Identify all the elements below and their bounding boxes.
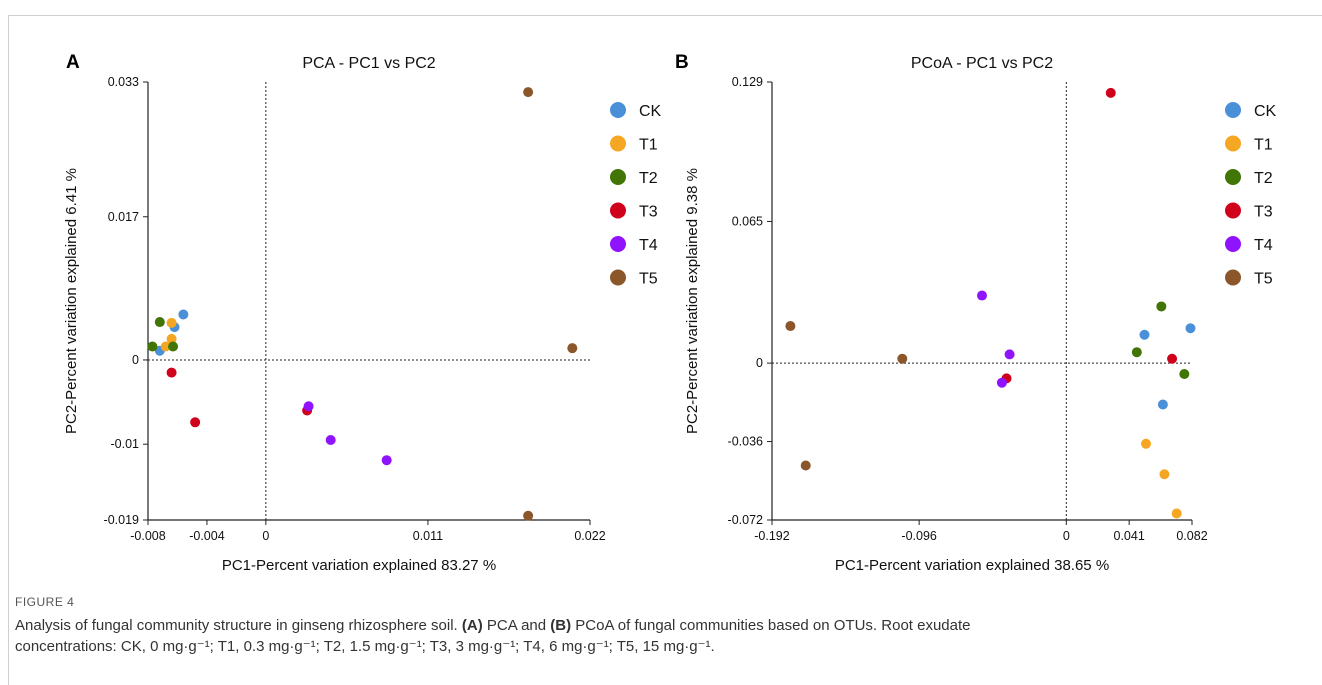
caption-text-intro: Analysis of fungal community structure i… <box>15 617 458 634</box>
legend-marker-t4 <box>610 236 626 252</box>
y-tick-label: -0.01 <box>111 437 140 451</box>
legend-label-t3: T3 <box>1254 204 1273 221</box>
data-point-t5 <box>785 321 796 332</box>
data-point-t2 <box>1179 369 1190 379</box>
panel-letter: B <box>675 52 689 73</box>
legend-marker-t2 <box>610 169 626 185</box>
legend-label-t4: T4 <box>1254 237 1273 254</box>
y-tick-label: -0.036 <box>728 435 763 449</box>
y-tick-label: 0.065 <box>732 214 763 228</box>
data-point-t1 <box>1141 438 1152 449</box>
data-point-t2 <box>1131 347 1142 358</box>
x-tick-label: 0.041 <box>1114 529 1145 543</box>
data-point-t3 <box>166 367 177 378</box>
data-point-t4 <box>381 455 392 466</box>
y-tick-label: 0 <box>132 353 139 367</box>
data-point-t2 <box>147 341 158 352</box>
y-axis-title: PC2-Percent variation explained 6.41 % <box>63 168 80 434</box>
legend-label-ck: CK <box>1254 103 1277 120</box>
legend-marker-ck <box>1225 102 1241 118</box>
chart-title: PCA - PC1 vs PC2 <box>302 55 435 72</box>
x-axis-title: PC1-Percent variation explained 38.65 % <box>835 557 1109 574</box>
legend-marker-t3 <box>610 202 626 219</box>
legend-marker-t1 <box>1225 135 1241 152</box>
legend-marker-t2 <box>1225 169 1241 185</box>
x-tick-label: 0.022 <box>574 529 605 543</box>
x-tick-label: 0 <box>262 529 269 543</box>
caption-label-a: (A) <box>461 617 483 634</box>
x-tick-label: 0.082 <box>1176 529 1207 543</box>
figure-frame <box>8 15 1322 685</box>
data-point-t4 <box>325 434 336 445</box>
y-tick-label: -0.072 <box>728 513 763 527</box>
data-point-t4 <box>1004 349 1015 360</box>
chart-title: PCoA - PC1 vs PC2 <box>911 55 1053 72</box>
legend-marker-t4 <box>1225 236 1241 252</box>
legend-label-t2: T2 <box>639 170 658 187</box>
legend-label-t1: T1 <box>1254 137 1273 154</box>
x-tick-label: -0.008 <box>130 529 165 543</box>
data-point-t5 <box>897 353 908 364</box>
x-tick-label: -0.192 <box>754 529 789 543</box>
data-point-t2 <box>154 317 165 328</box>
legend-marker-t1 <box>610 135 626 152</box>
legend-label-ck: CK <box>639 103 662 120</box>
data-point-t5 <box>800 460 811 471</box>
legend-marker-t5 <box>1225 269 1241 286</box>
legend-marker-ck <box>610 102 626 118</box>
caption-heading: FIGURE 4 <box>15 595 75 609</box>
data-point-t2 <box>1156 301 1167 312</box>
caption-text-pca: PCA and <box>486 617 547 634</box>
data-point-t1 <box>1159 469 1170 480</box>
data-point-t4 <box>303 401 314 412</box>
data-point-t1 <box>166 317 177 328</box>
data-point-t1 <box>160 341 171 352</box>
figure-caption: FIGURE 4 Analysis of fungal community st… <box>15 595 1305 657</box>
y-axis-title: PC2-Percent variation explained 9.38 % <box>684 168 701 434</box>
x-tick-label: 0.011 <box>413 529 443 543</box>
data-point-t5 <box>567 343 578 354</box>
x-tick-label: 0 <box>1063 529 1070 543</box>
legend-label-t3: T3 <box>639 204 658 221</box>
legend-marker-t5 <box>610 269 626 286</box>
data-point-t3 <box>1105 87 1116 98</box>
data-point-t4 <box>996 377 1007 388</box>
y-tick-label: 0.033 <box>108 75 139 89</box>
x-tick-label: -0.004 <box>189 529 224 543</box>
data-point-t5 <box>523 87 534 98</box>
figure-charts: A PCA - PC1 vs PC2 -0.008 -0.004 0 0.011 0.022… <box>63 52 1277 574</box>
data-point-t5 <box>523 510 534 521</box>
data-point-t4 <box>977 290 987 301</box>
legend-marker-t3 <box>1225 202 1241 219</box>
data-point-t2 <box>168 341 179 352</box>
pcoa-panel: B PCoA - PC1 vs PC2 -0.192 -0.096 0 0.041 0.08… <box>675 52 1277 574</box>
data-point-ck <box>178 309 189 320</box>
caption-body: Analysis of fungal community structure i… <box>15 615 1305 657</box>
y-tick-label: 0 <box>756 356 763 370</box>
data-point-ck <box>1185 323 1196 334</box>
legend-label-t1: T1 <box>639 137 658 154</box>
data-point-t1 <box>1171 508 1182 519</box>
data-point-ck <box>1139 329 1150 340</box>
pca-panel: A PCA - PC1 vs PC2 -0.008 -0.004 0 0.011 0.022… <box>63 52 662 574</box>
data-point-ck <box>1157 399 1168 410</box>
y-tick-label: 0.129 <box>732 75 763 89</box>
data-point-t3 <box>1167 353 1178 364</box>
legend-label-t4: T4 <box>639 237 658 254</box>
panel-letter: A <box>66 52 80 73</box>
caption-text-concentrations: concentrations: CK, 0 mg·g⁻¹; T1, 0.3 mg… <box>15 638 715 655</box>
x-axis-title: PC1-Percent variation explained 83.27 % <box>222 557 496 574</box>
legend-label-t5: T5 <box>639 271 658 288</box>
legend-label-t2: T2 <box>1254 170 1273 187</box>
data-point-t1 <box>166 333 177 344</box>
caption-label-b: (B) <box>550 617 572 634</box>
y-tick-label: -0.019 <box>104 513 139 527</box>
caption-text-pcoa: PCoA of fungal communities based on OTUs… <box>575 617 971 634</box>
data-point-t3 <box>190 417 201 428</box>
legend-label-t5: T5 <box>1254 271 1273 288</box>
x-tick-label: -0.096 <box>901 529 936 543</box>
y-tick-label: 0.017 <box>108 210 139 224</box>
